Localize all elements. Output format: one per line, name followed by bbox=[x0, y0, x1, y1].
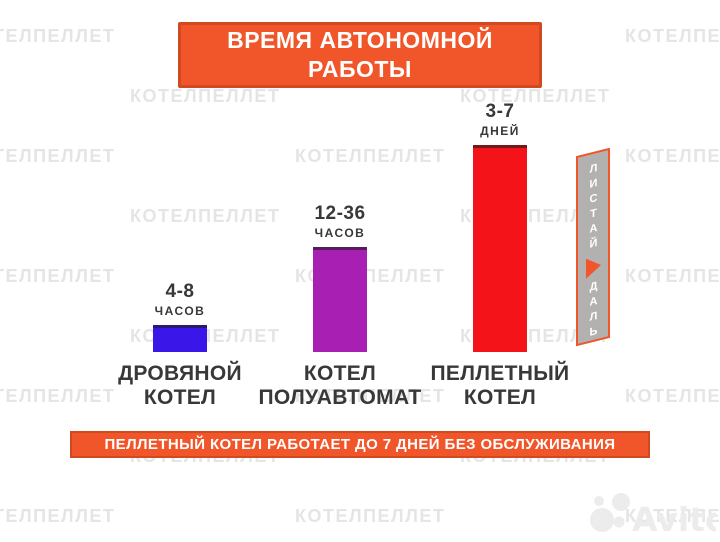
bar-semiauto-boiler bbox=[313, 247, 367, 352]
title-line-2: РАБОТЫ bbox=[308, 56, 412, 82]
bar-unit-label: ДНЕЙ bbox=[480, 124, 520, 138]
title-banner: ВРЕМЯ АВТОНОМНОЙ РАБОТЫ bbox=[178, 22, 542, 88]
svg-text:Avito: Avito bbox=[632, 500, 716, 537]
bar-value-label: 3-7 bbox=[485, 101, 515, 122]
category-label-pellet: ПЕЛЛЕТНЫЙ КОТЕЛ bbox=[430, 362, 570, 409]
watermark-text: КОТЕЛПЕЛЛЕТ bbox=[0, 506, 116, 526]
footer-banner-text: ПЕЛЛЕТНЫЙ КОТЕЛ РАБОТАЕТ ДО 7 ДНЕЙ БЕЗ О… bbox=[104, 436, 616, 453]
watermark-text: КОТЕЛПЕЛЛЕТ bbox=[625, 146, 720, 166]
avito-watermark: Avito bbox=[588, 489, 720, 542]
swipe-next-tab[interactable]: ЛИСТАЙ ДАЛЬШЕ bbox=[576, 147, 610, 372]
bar-group-pellet: 3-7 ДНЕЙ bbox=[410, 101, 590, 352]
category-label-semiauto: КОТЕЛ ПОЛУАВТОМАТ bbox=[258, 362, 422, 409]
bar-value-label: 12-36 bbox=[314, 203, 366, 224]
bar-value-label: 4-8 bbox=[165, 281, 195, 302]
bar-group-wood: 4-8 ЧАСОВ bbox=[90, 281, 270, 352]
watermark-text: КОТЕЛПЕЛЛЕТ bbox=[625, 26, 720, 46]
watermark-text: КОТЕЛПЕЛЛЕТ bbox=[625, 266, 720, 286]
watermark-text: КОТЕЛПЕЛЛЕТ bbox=[130, 86, 281, 106]
footer-banner: ПЕЛЛЕТНЫЙ КОТЕЛ РАБОТАЕТ ДО 7 ДНЕЙ БЕЗ О… bbox=[70, 431, 650, 458]
bar-wood-boiler bbox=[153, 325, 207, 352]
watermark-text: КОТЕЛПЕЛЛЕТ bbox=[295, 506, 446, 526]
arrow-right-icon bbox=[585, 255, 601, 279]
bar-unit-label: ЧАСОВ bbox=[314, 226, 366, 240]
watermark-text: КОТЕЛПЕЛЛЕТ bbox=[0, 26, 116, 46]
avito-logo-icon: Avito bbox=[590, 493, 720, 539]
swipe-next-label-top: ЛИСТАЙ bbox=[587, 161, 600, 255]
category-label-wood: ДРОВЯНОЙ КОТЕЛ bbox=[118, 362, 242, 409]
bar-pellet-boiler bbox=[473, 145, 527, 352]
watermark-text: КОТЕЛПЕЛЛЕТ bbox=[0, 146, 116, 166]
swipe-next-label-bottom: ДАЛЬШЕ bbox=[587, 279, 600, 373]
bar-unit-label: ЧАСОВ bbox=[154, 304, 206, 318]
bar-group-semiauto: 12-36 ЧАСОВ bbox=[250, 203, 430, 352]
title-line-1: ВРЕМЯ АВТОНОМНОЙ bbox=[227, 27, 493, 53]
watermark-text: КОТЕЛПЕЛЛЕТ bbox=[625, 386, 720, 406]
